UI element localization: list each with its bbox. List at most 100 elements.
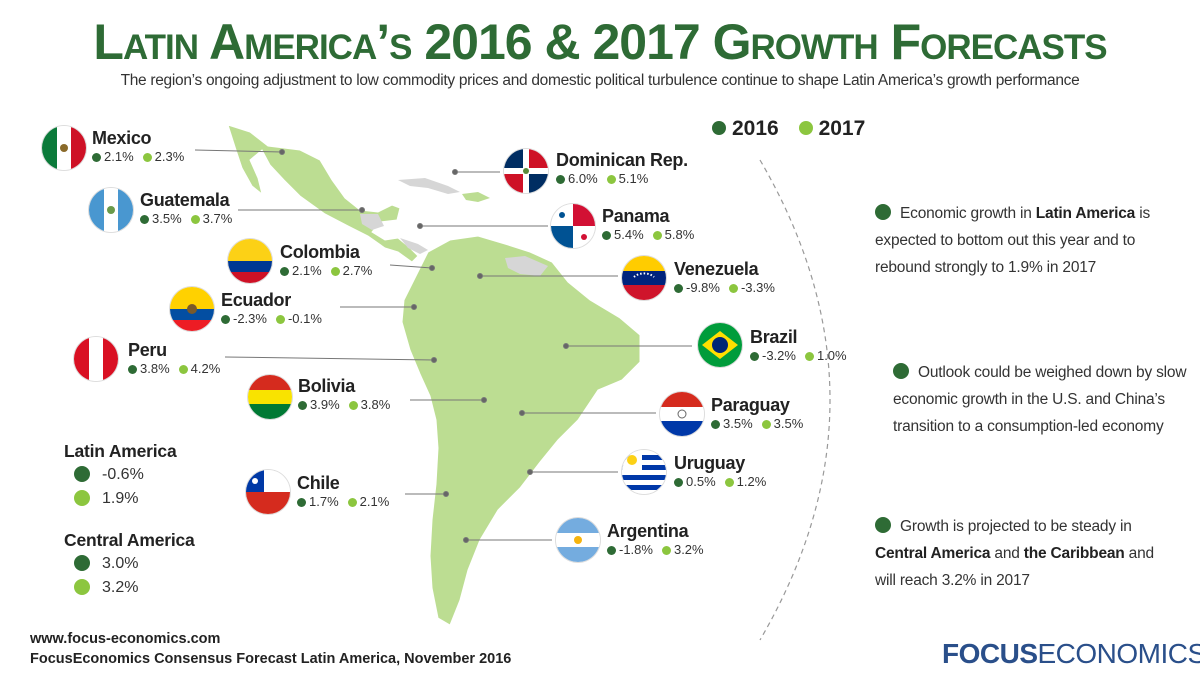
value-2017: 2.7% [342, 263, 373, 278]
value-2017: 3.2% [673, 542, 704, 557]
south-america-shape [401, 235, 641, 626]
country-name: Dominican Rep. [556, 150, 688, 170]
value-2016: 1.7% [309, 494, 339, 509]
country-name: Panama [602, 206, 670, 226]
uruguay-flag-icon [622, 450, 666, 494]
country-guatemala: Guatemala 3.5% 3.7% [140, 190, 232, 227]
footer-url[interactable]: www.focus-economics.com [30, 631, 221, 647]
note-text: is expected to bottom out this year and … [875, 205, 1151, 276]
note-text: and [990, 545, 1024, 562]
dot-2017 [178, 365, 188, 374]
dot-2017 [728, 284, 738, 293]
note-text: and will reach 3.2% in 2017 [875, 545, 1154, 589]
country-ecuador: Ecuador -2.3% -0.1% [221, 290, 322, 327]
note-central-america-caribbean: Growth is projected to be steady in Cent… [875, 513, 1175, 594]
dot-2016 [74, 466, 90, 482]
dot-2016 [221, 315, 230, 324]
colombia-flag-icon [228, 239, 272, 283]
country-panama: Panama 5.4% 5.8% [602, 206, 694, 243]
brand-bold: FOCUS [942, 638, 1038, 669]
region-central-america: Central America 3.0% 3.2% [64, 528, 195, 600]
region-title: Latin America [64, 441, 177, 461]
central-america-grey [360, 214, 384, 230]
country-argentina: Argentina -1.8% 3.2% [607, 521, 704, 558]
country-name: Uruguay [674, 453, 745, 473]
dot-2017 [348, 401, 358, 410]
country-name: Argentina [607, 521, 689, 541]
value-2016: 3.0% [102, 555, 139, 572]
value-2017: 5.1% [618, 171, 649, 186]
mexico-flag-icon [42, 126, 86, 170]
footer: www.focus-economics.com FocusEconomics C… [30, 629, 511, 669]
value-2017: -3.3% [740, 280, 775, 295]
country-name: Guatemala [140, 190, 230, 210]
cuba-shape [398, 178, 460, 194]
country-uruguay: Uruguay 0.5% 1.2% [674, 453, 766, 490]
dot-2016 [711, 420, 720, 429]
panama-flag-icon [551, 204, 595, 248]
note-text: Economic growth in [900, 205, 1036, 222]
value-2016: 3.8% [140, 361, 170, 376]
country-name: Bolivia [298, 376, 355, 396]
dot-2017 [804, 352, 814, 361]
page-subtitle: The region’s ongoing adjustment to low c… [120, 72, 1080, 89]
dot-2016 [297, 498, 306, 507]
legend-2017-label: 2017 [818, 117, 866, 140]
value-2016: 3.5% [152, 211, 182, 226]
dot-2016 [298, 401, 307, 410]
country-name: Peru [128, 340, 167, 360]
bullet-icon [875, 204, 891, 220]
dot-2016 [607, 546, 616, 555]
hispaniola-shape [462, 192, 490, 202]
country-bolivia: Bolivia 3.9% 3.8% [298, 376, 390, 413]
value-2016: -1.8% [619, 542, 653, 557]
dominican-republic-flag-icon [504, 149, 548, 193]
bullet-icon [875, 517, 891, 533]
dot-2016 [92, 153, 101, 162]
note-text: Outlook could be weighed down by slow ec… [893, 364, 1187, 435]
dot-2017 [761, 420, 771, 429]
note-latin-america-growth: Economic growth in Latin America is expe… [875, 200, 1175, 281]
country-name: Chile [297, 473, 340, 493]
dot-2017 [661, 546, 671, 555]
value-2017: 2.3% [154, 149, 185, 164]
value-2016: 3.5% [723, 416, 753, 431]
value-2017: -0.1% [287, 311, 322, 326]
focuseconomics-logo: FOCUSECONOMICS [942, 638, 1200, 670]
country-name: Brazil [750, 327, 798, 347]
country-mexico: Mexico 2.1% 2.3% [92, 128, 184, 165]
value-2016: 0.5% [686, 474, 716, 489]
value-2016: 2.1% [292, 263, 322, 278]
dot-2017 [330, 267, 340, 276]
note-bold: Central America [875, 545, 991, 562]
value-2017: 1.2% [736, 474, 767, 489]
value-2016: 2.1% [104, 149, 134, 164]
dot-2016 [750, 352, 759, 361]
paraguay-flag-icon [660, 392, 704, 436]
chile-flag-icon [246, 470, 290, 514]
country-venezuela: Venezuela -9.8% -3.3% [674, 259, 775, 296]
dot-2016 [674, 478, 683, 487]
venezuela-flag-icon [622, 256, 666, 300]
country-name: Ecuador [221, 290, 291, 310]
panama-grey [400, 238, 428, 254]
legend-2016-dot [712, 121, 726, 135]
country-name: Colombia [280, 242, 360, 262]
guatemala-flag-icon [89, 188, 133, 232]
value-2016: -9.8% [686, 280, 720, 295]
value-2017: 2.1% [359, 494, 390, 509]
bolivia-flag-icon [248, 375, 292, 419]
value-2016: -2.3% [233, 311, 267, 326]
value-2017: 1.9% [102, 490, 139, 507]
value-2017: 5.8% [664, 227, 695, 242]
bullet-icon [893, 363, 909, 379]
dot-2016 [602, 231, 611, 240]
country-name: Paraguay [711, 395, 790, 415]
value-2016: 6.0% [568, 171, 598, 186]
brand-light: ECONOMICS [1037, 638, 1200, 669]
value-2016: 5.4% [614, 227, 644, 242]
brazil-flag-icon [698, 323, 742, 367]
page-title: Latin America’s 2016 & 2017 Growth Forec… [93, 14, 1107, 70]
dot-2016 [280, 267, 289, 276]
